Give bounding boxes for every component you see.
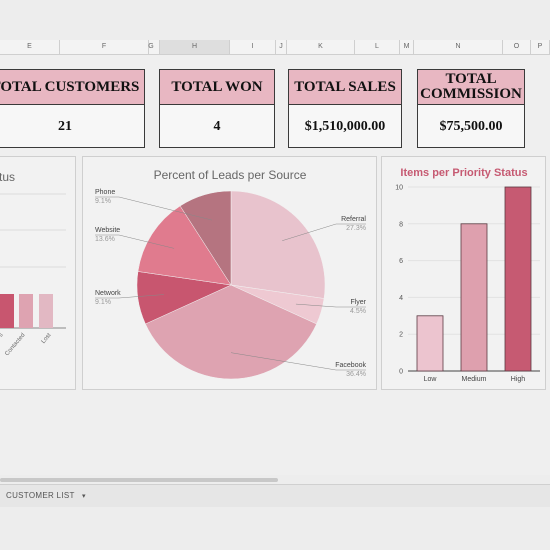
column-header-f[interactable]: F <box>60 40 149 54</box>
bar-low <box>416 315 444 372</box>
pie-label: Network <box>95 290 121 297</box>
pie-leader-line <box>230 352 366 371</box>
priority-bar-chart: Items per Priority Status 0 2 4 6 8 10 Low Mediu… <box>395 167 540 383</box>
x-tick-label: High <box>511 376 526 383</box>
column-header-e[interactable]: E <box>0 40 60 54</box>
kpi-label: TOTAL SALES <box>289 70 401 105</box>
kpi-total-commission[interactable]: TOTAL COMMISSION $75,500.00 <box>417 69 525 148</box>
kpi-label: TOTAL WON <box>160 70 274 105</box>
bar-high <box>504 186 532 372</box>
column-header-o[interactable]: O <box>503 40 531 54</box>
leads-source-chart-panel[interactable]: Percent of Leads per Source Referral 27.3%… <box>82 156 377 390</box>
chart-title: Percent of Leads per Source <box>154 168 307 182</box>
column-header-g[interactable]: G <box>143 40 160 54</box>
x-tick-label: Lost <box>41 332 53 345</box>
column-header-p[interactable]: P <box>531 40 550 54</box>
column-header-j[interactable]: J <box>276 40 287 54</box>
y-tick-label: 4 <box>399 295 403 302</box>
y-tick-label: 8 <box>399 221 403 228</box>
bar <box>0 294 14 328</box>
pie-label: Phone <box>95 189 115 196</box>
column-header-h[interactable]: H <box>160 40 230 54</box>
pie-label: Facebook <box>335 362 366 369</box>
pie-percent-label: 27.3% <box>346 225 366 232</box>
bar <box>19 294 33 328</box>
pie-leader-line <box>95 294 165 299</box>
y-tick-label: 6 <box>399 258 403 265</box>
kpi-total-customers[interactable]: TOTAL CUSTOMERS 21 <box>0 69 145 148</box>
leads-source-pie-chart: Percent of Leads per Source Referral 27.3%… <box>95 168 367 380</box>
pie-leader-line <box>282 223 366 241</box>
sheet-tab-customer-list[interactable]: CUSTOMER LIST ▾ <box>0 485 94 507</box>
pie-percent-label: 4.5% <box>350 308 366 315</box>
kpi-total-won[interactable]: TOTAL WON 4 <box>159 69 275 148</box>
kpi-value: 21 <box>58 119 72 134</box>
kpi-value: $75,500.00 <box>439 119 503 134</box>
pie-slice-phone <box>179 190 232 286</box>
pie-slice-facebook <box>145 284 317 380</box>
pie-percent-label: 36.4% <box>346 371 366 378</box>
pie-slice-referral <box>230 190 326 299</box>
chart-title: tus <box>0 170 15 184</box>
chart-title: Items per Priority Status <box>400 167 527 179</box>
pie-label: Website <box>95 227 120 234</box>
priority-chart-panel[interactable]: Items per Priority Status 0 2 4 6 8 10 Low Mediu… <box>381 156 546 390</box>
x-tick-label: s <box>0 332 5 338</box>
y-tick-label: 2 <box>399 332 403 339</box>
kpi-label: TOTAL CUSTOMERS <box>0 70 144 105</box>
kpi-total-sales[interactable]: TOTAL SALES $1,510,000.00 <box>288 69 402 148</box>
x-tick-label: Low <box>424 376 438 383</box>
sheet-tab-label: CUSTOMER LIST <box>6 491 75 500</box>
column-header-i[interactable]: I <box>230 40 276 54</box>
y-tick-label: 10 <box>395 185 403 192</box>
pie-percent-label: 9.1% <box>95 198 111 205</box>
column-header-n[interactable]: N <box>414 40 503 54</box>
pie-slice-website <box>137 205 232 286</box>
pie-percent-label: 9.1% <box>95 299 111 306</box>
x-tick-label: Medium <box>462 376 487 383</box>
pie-percent-label: 13.6% <box>95 236 115 243</box>
column-header-k[interactable]: K <box>287 40 355 54</box>
chevron-down-icon[interactable]: ▾ <box>82 493 86 500</box>
kpi-value: $1,510,000.00 <box>304 119 386 134</box>
column-header-l[interactable]: L <box>355 40 400 54</box>
column-header-m[interactable]: M <box>400 40 414 54</box>
y-tick-label: 0 <box>399 369 403 376</box>
x-tick-label: Contacted <box>4 332 26 357</box>
bar-medium <box>460 223 488 372</box>
pie-label: Flyer <box>350 299 366 306</box>
pie-label: Referral <box>341 216 366 223</box>
kpi-label: TOTAL COMMISSION <box>418 70 524 105</box>
pie-leader-line <box>95 234 175 249</box>
pie-leader-line <box>95 196 212 221</box>
kpi-value: 4 <box>213 119 221 134</box>
status-chart: tus s Contacted Lost <box>0 170 66 357</box>
status-chart-panel[interactable]: tus s Contacted Lost <box>0 156 76 390</box>
sheet-tab-bar: CUSTOMER LIST ▾ <box>0 484 550 507</box>
bar <box>39 294 53 328</box>
pie-leader-line <box>295 303 366 308</box>
horizontal-scrollbar[interactable] <box>0 478 278 482</box>
